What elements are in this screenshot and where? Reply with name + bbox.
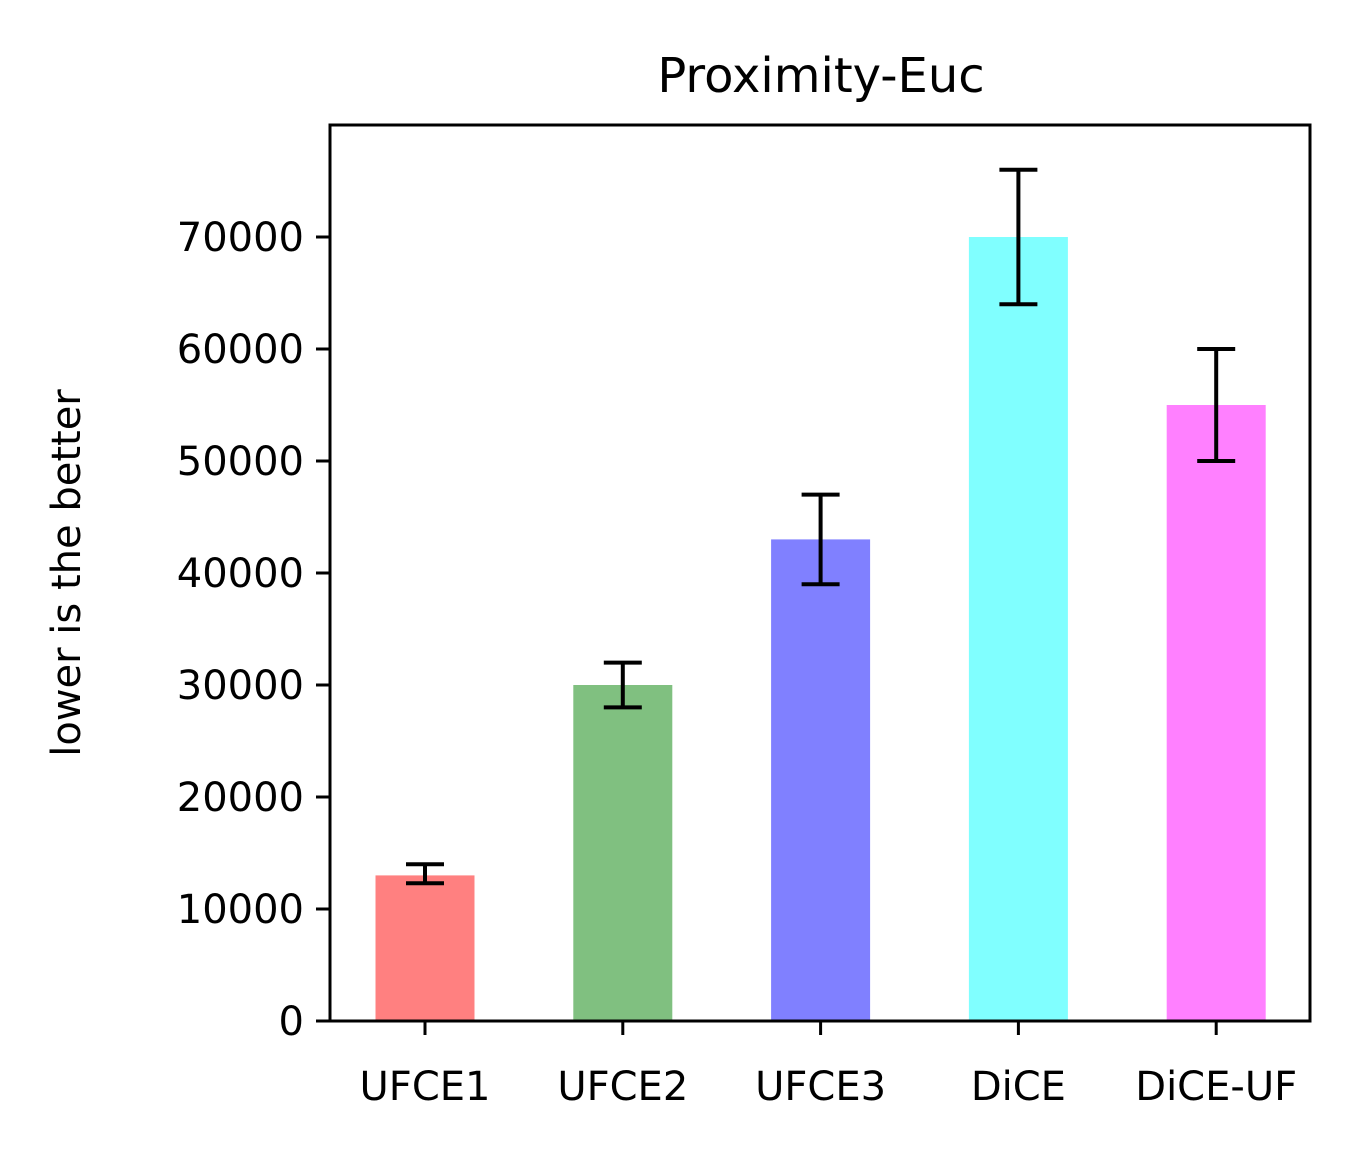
y-tick-label: 10000: [177, 887, 304, 933]
error-bars-group: [406, 167, 1236, 886]
x-axis: UFCE1 UFCE2 UFCE3 DiCE DiCE-UF: [360, 1021, 1297, 1110]
chart-title: Proximity-Euc: [657, 48, 984, 104]
bar-ufce3: [771, 539, 871, 1021]
x-tick-label: UFCE3: [755, 1064, 886, 1110]
y-tick-label: 20000: [177, 775, 304, 821]
error-bar-ufce2: [603, 660, 642, 710]
error-bar-dice: [999, 167, 1038, 307]
error-bar-ufce1: [406, 862, 444, 886]
bar-dice-uf: [1166, 405, 1266, 1021]
error-bar-dice-uf: [1197, 347, 1236, 463]
bar-ufce2: [573, 685, 673, 1021]
y-tick-label: 30000: [177, 663, 304, 709]
y-tick-label: 60000: [177, 327, 304, 373]
bar-dice: [968, 237, 1068, 1021]
x-tick-label: UFCE2: [557, 1064, 688, 1110]
x-tick-label: DiCE-UF: [1135, 1064, 1297, 1110]
bar-ufce1: [375, 875, 475, 1021]
y-tick-label: 50000: [177, 439, 304, 485]
x-tick-label: UFCE1: [360, 1064, 491, 1110]
y-tick-label: 40000: [177, 551, 304, 597]
y-tick-label: 0: [279, 999, 304, 1045]
bars-group: [375, 237, 1266, 1021]
plot-frame: [328, 123, 1312, 1023]
y-axis-label: lower is the better: [44, 389, 90, 757]
x-tick-label: DiCE: [971, 1064, 1066, 1110]
y-axis: 0 10000 20000 30000 40000 50000 60000 70000: [177, 215, 330, 1045]
y-tick-label: 70000: [177, 215, 304, 261]
error-bar-ufce3: [801, 492, 840, 587]
